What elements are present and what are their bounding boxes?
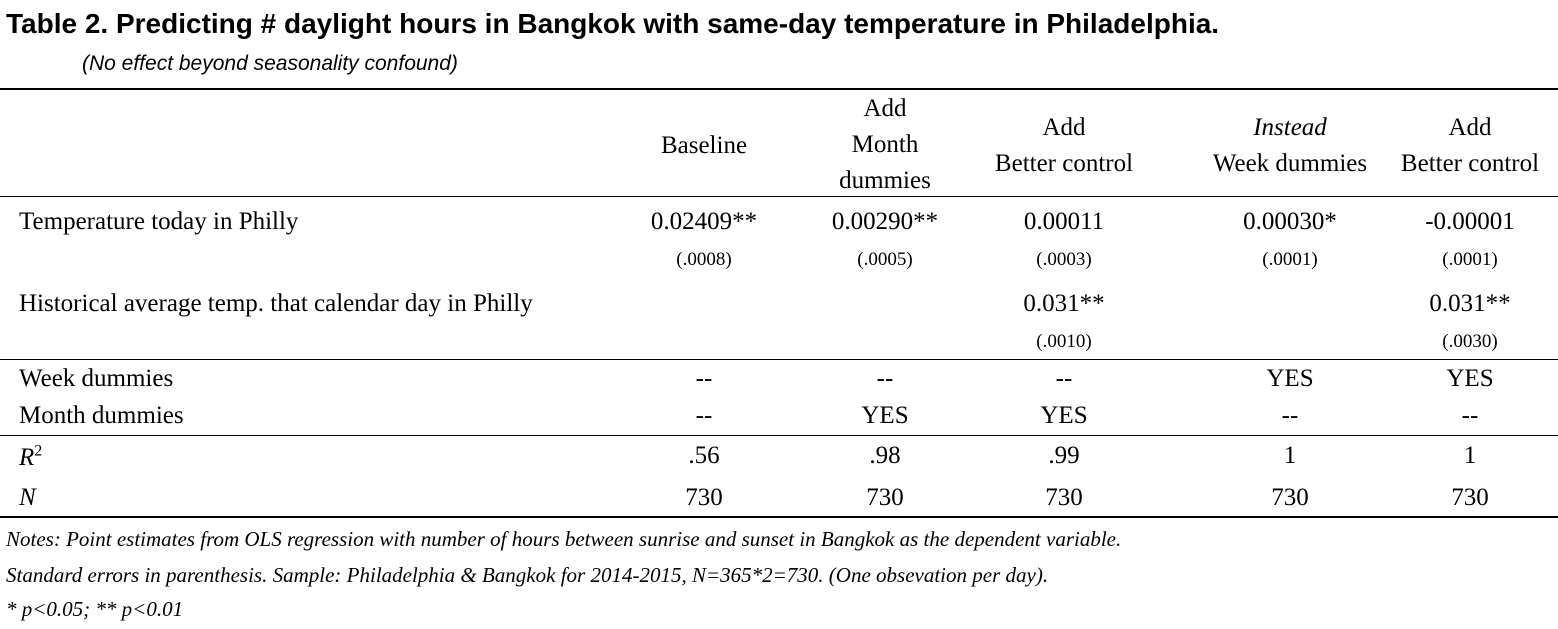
column-header-add-better-control-1: Add Better control xyxy=(995,110,1133,182)
indicator-cell: -- xyxy=(1281,402,1299,429)
standard-error-cell: (.0001) xyxy=(1262,249,1318,270)
table-subtitle: (No effect beyond seasonality confound) xyxy=(82,52,458,75)
indicator-cell: -- xyxy=(695,402,713,429)
indicator-cell: YES xyxy=(1446,365,1494,392)
stat-cell: 1 xyxy=(1463,442,1477,469)
stat-cell: 730 xyxy=(1271,484,1309,511)
standard-error-cell: (.0030) xyxy=(1442,331,1498,352)
estimate-cell: 0.00290** xyxy=(831,208,939,235)
indicator-cell: YES xyxy=(1040,402,1088,429)
estimate-cell: -0.00001 xyxy=(1425,208,1515,235)
row-label-historical-average: Historical average temp. that calendar d… xyxy=(19,290,533,317)
table-title: Table 2. Predicting # daylight hours in … xyxy=(6,8,1220,39)
column-header-line: Instead xyxy=(1253,114,1327,141)
top-rule xyxy=(0,88,1558,90)
controls-rule xyxy=(0,359,1558,360)
estimate-cell: 0.00030* xyxy=(1243,208,1337,235)
estimate-cell: 0.02409** xyxy=(650,208,758,235)
header-rule xyxy=(0,196,1558,197)
stat-cell: .99 xyxy=(1048,442,1080,469)
indicator-cell: YES xyxy=(1266,365,1314,392)
column-header-line: Month xyxy=(851,131,919,158)
stat-cell: 730 xyxy=(1451,484,1489,511)
estimate-cell: 0.031** xyxy=(1023,290,1105,317)
row-label-r-squared: R2 xyxy=(19,443,42,473)
estimate-cell: 0.00011 xyxy=(1023,208,1105,235)
standard-error-cell: (.0005) xyxy=(857,249,913,270)
column-header-line: Better control xyxy=(1400,150,1540,177)
column-header-line: Add xyxy=(863,95,907,122)
stat-cell: 730 xyxy=(685,484,723,511)
r-squared-symbol: R xyxy=(19,444,35,471)
column-header-line: dummies xyxy=(839,167,931,194)
row-label-month-dummies: Month dummies xyxy=(19,402,184,429)
column-header-line: Week dummies xyxy=(1212,150,1368,177)
table-note: Notes: Point estimates from OLS regressi… xyxy=(6,527,1122,551)
stat-cell: 730 xyxy=(866,484,904,511)
row-label-week-dummies: Week dummies xyxy=(19,365,174,392)
column-header-line: Better control xyxy=(994,150,1134,177)
standard-error-cell: (.0008) xyxy=(676,249,732,270)
stat-cell: .56 xyxy=(688,442,720,469)
row-label-temperature-today: Temperature today in Philly xyxy=(19,208,299,235)
column-header-line: Add xyxy=(1042,114,1086,141)
column-header-instead-week-dummies: Instead Week dummies xyxy=(1213,110,1367,182)
standard-error-cell: (.0001) xyxy=(1442,249,1498,270)
column-header-baseline: Baseline xyxy=(661,128,747,164)
table-note: Standard errors in parenthesis. Sample: … xyxy=(6,563,1049,587)
column-header-add-month-dummies: Add Month dummies xyxy=(839,91,931,199)
indicator-cell: -- xyxy=(1461,402,1479,429)
standard-error-cell: (.0003) xyxy=(1036,249,1092,270)
stat-cell: 730 xyxy=(1045,484,1083,511)
indicator-cell: -- xyxy=(1055,365,1073,392)
stat-cell: 1 xyxy=(1283,442,1297,469)
column-header-add-better-control-2: Add Better control xyxy=(1401,110,1539,182)
standard-error-cell: (.0010) xyxy=(1036,331,1092,352)
significance-note: * p<0.05; ** p<0.01 xyxy=(6,597,184,621)
indicator-cell: YES xyxy=(861,402,909,429)
estimate-cell: 0.031** xyxy=(1429,290,1511,317)
stat-cell: .98 xyxy=(869,442,901,469)
column-header-line: Add xyxy=(1448,114,1492,141)
indicator-cell: -- xyxy=(876,365,894,392)
indicator-cell: -- xyxy=(695,365,713,392)
stats-rule xyxy=(0,435,1558,436)
row-label-n: N xyxy=(19,484,36,511)
bottom-rule xyxy=(0,516,1558,518)
column-header-line: Baseline xyxy=(660,132,748,159)
r-squared-exponent: 2 xyxy=(34,442,43,460)
